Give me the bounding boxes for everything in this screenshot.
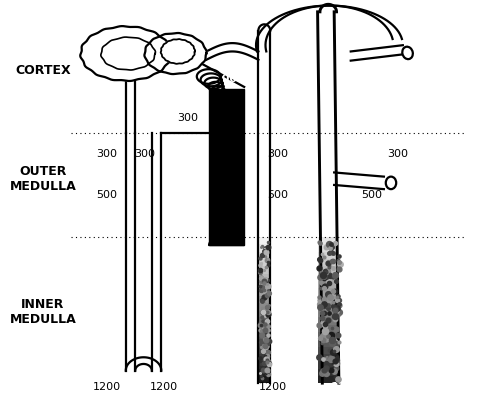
Ellipse shape xyxy=(386,177,396,189)
Bar xyxy=(318,318,338,325)
Text: 1200: 1200 xyxy=(93,382,121,392)
Text: INNER
MEDULLA: INNER MEDULLA xyxy=(10,298,76,326)
Text: 300: 300 xyxy=(96,149,117,159)
Bar xyxy=(318,361,338,368)
Bar xyxy=(259,346,270,354)
Bar xyxy=(318,376,338,383)
Bar xyxy=(318,346,338,354)
Bar xyxy=(259,237,270,244)
Bar xyxy=(318,303,338,310)
Bar xyxy=(318,273,338,281)
Bar xyxy=(259,368,270,376)
Text: 1200: 1200 xyxy=(259,382,287,392)
Ellipse shape xyxy=(402,47,413,59)
Polygon shape xyxy=(80,26,171,81)
Bar xyxy=(259,296,270,303)
Text: 1200: 1200 xyxy=(150,382,178,392)
Bar xyxy=(259,281,270,288)
Text: 300: 300 xyxy=(177,113,198,123)
Bar xyxy=(318,368,338,376)
Text: 100: 100 xyxy=(215,74,238,84)
Bar xyxy=(318,281,338,288)
Text: 500: 500 xyxy=(96,190,117,200)
Text: 300: 300 xyxy=(267,149,288,159)
Bar xyxy=(318,259,338,266)
Polygon shape xyxy=(209,235,244,245)
Bar xyxy=(318,296,338,303)
Text: 300: 300 xyxy=(387,149,408,159)
Bar xyxy=(318,354,338,361)
Text: 500: 500 xyxy=(267,190,288,200)
Bar xyxy=(259,376,270,383)
Bar xyxy=(259,332,270,339)
Bar xyxy=(259,259,270,266)
Bar xyxy=(259,303,270,310)
Text: OUTER
MEDULLA: OUTER MEDULLA xyxy=(10,165,76,193)
Text: CORTEX: CORTEX xyxy=(15,64,71,77)
Bar xyxy=(318,252,338,259)
Bar xyxy=(259,310,270,318)
Bar xyxy=(318,310,338,318)
Bar xyxy=(259,354,270,361)
Bar xyxy=(259,244,270,252)
Bar xyxy=(259,361,270,368)
Bar xyxy=(259,325,270,332)
Text: 300: 300 xyxy=(134,149,155,159)
Bar xyxy=(318,266,338,273)
Bar xyxy=(318,288,338,296)
Text: 500: 500 xyxy=(361,190,383,200)
Bar xyxy=(259,266,270,273)
Bar xyxy=(259,339,270,346)
Bar xyxy=(318,332,338,339)
Bar xyxy=(259,318,270,325)
Polygon shape xyxy=(144,33,206,74)
Bar xyxy=(259,273,270,281)
Text: 1200: 1200 xyxy=(331,382,361,392)
Polygon shape xyxy=(161,39,195,64)
Bar xyxy=(318,339,338,346)
Text: 300: 300 xyxy=(214,189,240,202)
Bar xyxy=(259,288,270,296)
Bar xyxy=(259,252,270,259)
Bar xyxy=(318,244,338,252)
Bar xyxy=(318,237,338,244)
Bar xyxy=(318,325,338,332)
Polygon shape xyxy=(209,89,244,245)
